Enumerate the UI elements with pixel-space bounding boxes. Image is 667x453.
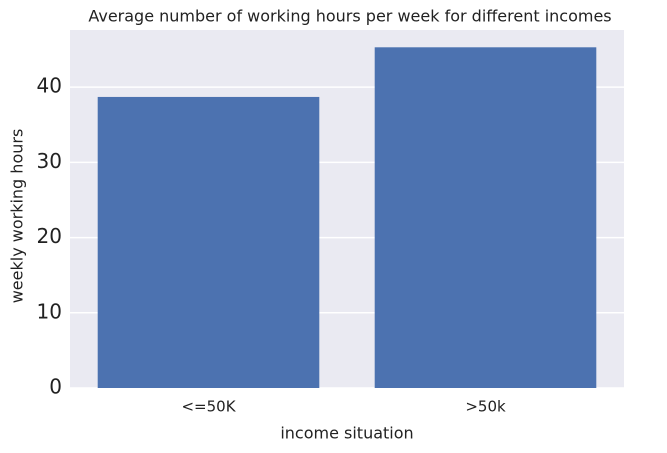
y-tick-label: 30 (37, 149, 62, 173)
y-tick-label: 40 (37, 74, 62, 98)
y-tick-label: 20 (37, 224, 62, 248)
x-tick-label: <=50K (181, 398, 236, 416)
y-tick-label: 0 (49, 375, 62, 399)
y-axis-label: weekly working hours (8, 129, 27, 304)
chart-title: Average number of working hours per week… (88, 7, 611, 26)
y-tick-label: 10 (37, 299, 62, 323)
bar (374, 47, 597, 389)
bar (97, 96, 320, 388)
x-tick-label: >50k (465, 398, 506, 416)
x-axis-label: income situation (280, 424, 413, 443)
